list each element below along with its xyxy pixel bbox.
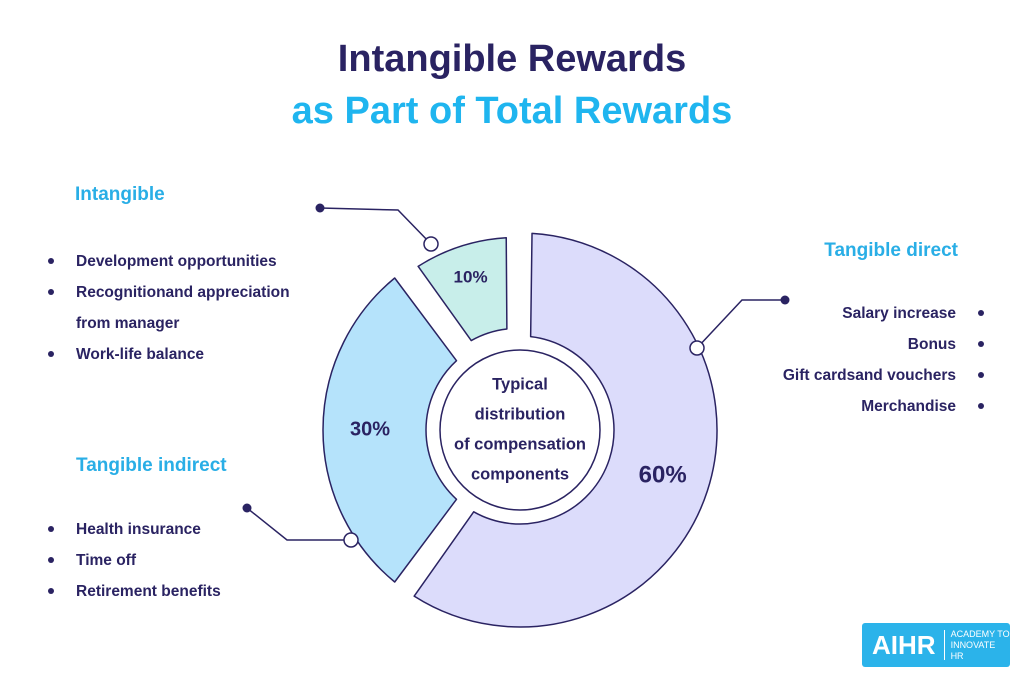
benefit: Retirement benefits [48, 576, 298, 607]
donut: 60% 30% 10% Typical distribution of compensat… [322, 232, 718, 628]
tagline-line: ACADEMY TO [950, 628, 1010, 639]
logo-name: AIHR [862, 630, 945, 660]
logo: AIHR ACADEMY TO INNOVATE HR [862, 623, 1010, 667]
category-heading: Tangible indirect [76, 455, 227, 476]
subtitle: as Part of Total Rewards [291, 90, 733, 132]
dot [315, 203, 325, 213]
logo-tagline: ACADEMY TO INNOVATE HR [945, 629, 1010, 662]
benefit: Gift cardsand vouchers [724, 360, 984, 391]
benefit-list: Health insurance Time off Retirement ben… [48, 514, 298, 607]
value-label: 60% [639, 462, 687, 489]
benefit: Salary increase [724, 298, 984, 329]
dot [242, 503, 252, 513]
value-label: 30% [350, 418, 390, 440]
benefit-list: Development opportunities Recognitionand… [48, 246, 318, 370]
dot [689, 340, 705, 356]
value-label: 10% [454, 267, 488, 286]
benefit: Health insurance [48, 514, 298, 545]
center-label: Typical [492, 375, 548, 393]
callout-line [246, 507, 351, 541]
category-heading: Tangible direct [824, 240, 958, 261]
benefit: Development opportunities [48, 246, 318, 277]
benefit: Work-life balance [48, 339, 318, 370]
center-circle [439, 349, 601, 511]
benefit: Time off [48, 545, 298, 576]
benefit: Recognitionand appreciation from manager [48, 277, 296, 339]
center-label: components [471, 465, 569, 483]
callout-line [319, 207, 432, 245]
callout-line [696, 299, 785, 349]
dot [780, 295, 790, 305]
center-label: distribution [475, 405, 566, 423]
category-heading: Intangible [75, 184, 165, 205]
benefit: Bonus [724, 329, 984, 360]
title: Intangible Rewards [337, 38, 687, 80]
benefit-list: Salary increase Bonus Gift cardsand vouc… [724, 298, 984, 422]
donut-segment [417, 236, 508, 342]
callouts [246, 207, 785, 541]
donut-segment [322, 277, 458, 583]
donut-segment [413, 232, 718, 628]
dot [343, 532, 359, 548]
center-label: of compensation [454, 435, 586, 453]
dot [423, 236, 439, 252]
benefit: Merchandise [724, 391, 984, 422]
tagline-line: INNOVATE HR [950, 639, 996, 661]
callout-dots [242, 203, 790, 548]
